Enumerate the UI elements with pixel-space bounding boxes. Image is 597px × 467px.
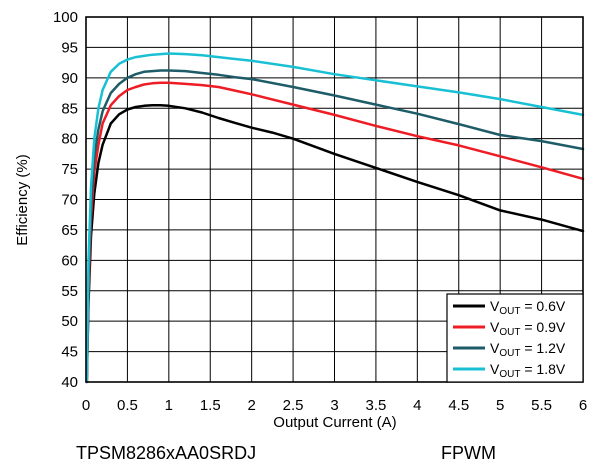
x-axis-title: Output Current (A) <box>273 414 396 430</box>
y-tick-label: 75 <box>61 161 78 178</box>
series-lines <box>85 52 585 384</box>
y-tick-label: 100 <box>53 9 78 26</box>
y-tick-label: 90 <box>61 70 78 87</box>
y-tick-label: 60 <box>61 252 78 269</box>
x-tick-label: 4.5 <box>448 397 469 414</box>
y-tick-label: 55 <box>61 283 78 300</box>
x-tick-label: 1 <box>165 397 173 414</box>
series-line-4 <box>85 52 585 384</box>
x-tick-label: 3 <box>330 397 338 414</box>
x-tick-label: 3.5 <box>365 397 386 414</box>
x-tick-label: 5.5 <box>531 397 552 414</box>
x-tick-label: 0 <box>82 397 90 414</box>
x-tick-label: 5 <box>496 397 504 414</box>
y-tick-label: 70 <box>61 192 78 209</box>
series-line-2 <box>85 81 585 384</box>
y-tick-label: 45 <box>61 344 78 361</box>
y-tick-label: 80 <box>61 131 78 148</box>
y-tick-label: 50 <box>61 313 78 330</box>
x-tick-label: 2.5 <box>283 397 304 414</box>
legend-label-4: VOUT = 1.8V <box>490 361 566 380</box>
legend-box <box>446 293 584 383</box>
x-tick-label: 6 <box>579 397 587 414</box>
y-tick-label: 65 <box>61 222 78 239</box>
y-tick-label: 85 <box>61 100 78 117</box>
mode-caption: FPWM <box>441 443 496 463</box>
plot-frame <box>85 16 584 383</box>
x-tick-label: 2 <box>247 397 255 414</box>
y-tick-labels: 40 45 50 55 60 65 70 75 80 85 90 95 100 <box>53 9 78 391</box>
legend-label-2: VOUT = 0.9V <box>490 319 566 338</box>
x-tick-label: 0.5 <box>117 397 138 414</box>
legend-label-3: VOUT = 1.2V <box>490 340 566 359</box>
x-tick-labels: 0 0.5 1 1.5 2 2.5 3 3.5 4 4.5 5 5.5 6 <box>82 397 587 414</box>
y-axis-title: Efficiency (%) <box>14 154 31 245</box>
series-line-1 <box>85 103 585 384</box>
legend: VOUT = 0.6V VOUT = 0.9V VOUT = 1.2V VOUT = … <box>446 293 584 383</box>
legend-label-1: VOUT = 0.6V <box>490 298 566 317</box>
y-tick-label: 95 <box>61 39 78 56</box>
x-tick-label: 4 <box>413 397 421 414</box>
series-line-3 <box>85 69 585 384</box>
x-tick-label: 1.5 <box>200 397 221 414</box>
y-tick-label: 40 <box>61 374 78 391</box>
device-caption: TPSM8286xAA0SRDJ <box>76 443 257 463</box>
